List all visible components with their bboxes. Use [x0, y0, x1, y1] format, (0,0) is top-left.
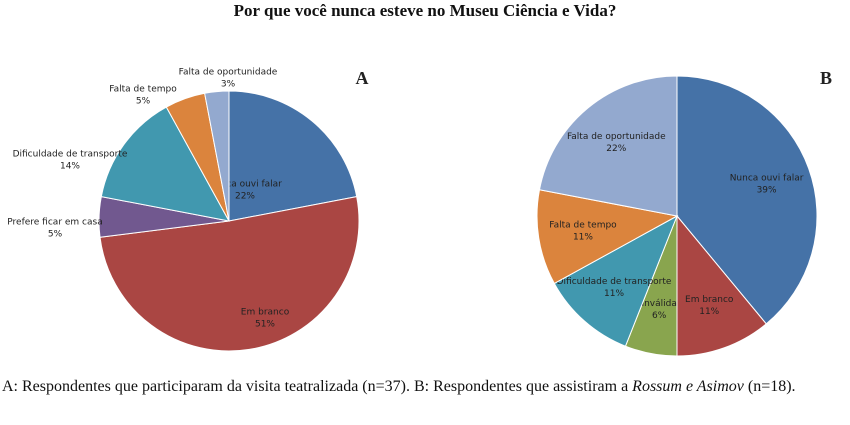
chart-title: Por que você nunca esteve no Museu Ciênc… — [234, 1, 617, 20]
slice-label: Dificuldade de transporte — [13, 150, 128, 160]
slice-value-label: 14% — [60, 162, 80, 172]
slice-label: Em branco — [241, 308, 290, 318]
slice-label: Nunca ouvi falar — [730, 173, 804, 183]
pie-slice — [204, 90, 230, 222]
caption-text: (n=18). — [743, 378, 796, 395]
slice-value-label: 11% — [604, 289, 624, 299]
caption-text: A: Respondentes que participaram da visi… — [2, 378, 633, 395]
pie-slice — [99, 196, 360, 352]
slice-value-label: 22% — [606, 144, 626, 154]
pie-slice — [536, 189, 679, 285]
slice-label: Falta de tempo — [549, 220, 617, 230]
slice-value-label: 39% — [757, 185, 777, 195]
charts: Por que você nunca esteve no Museu Ciênc… — [7, 1, 832, 357]
slice-value-label: 11% — [699, 307, 719, 317]
slice-value-label: 51% — [255, 320, 275, 330]
slice-label: Prefere ficar em casa — [7, 218, 102, 228]
caption: A: Respondentes que participaram da visi… — [2, 376, 848, 398]
slice-label: Nunca ouvi falar — [208, 180, 282, 190]
slice-label: Em branco — [685, 295, 734, 305]
pie-slice — [553, 214, 678, 347]
panel-label: B — [820, 68, 832, 88]
slice-value-label: 22% — [235, 192, 255, 202]
slice-value-label: 11% — [573, 232, 593, 242]
slice-label: Inválida — [641, 299, 676, 309]
slice-value-label: 6% — [652, 311, 667, 321]
pie-slice — [676, 75, 818, 325]
slice-value-label: 3% — [221, 80, 236, 90]
slice-label: Falta de oportunidade — [179, 68, 278, 78]
pie-slice — [676, 214, 767, 357]
caption-italic: Rossum e Asimov — [632, 378, 744, 395]
pie-slice — [100, 106, 230, 222]
pie-slice — [538, 75, 678, 217]
slice-label: Falta de oportunidade — [567, 132, 666, 142]
slice-label: Dificuldade de transporte — [557, 277, 672, 287]
slice-value-label: 5% — [48, 230, 63, 240]
slice-value-label: 5% — [136, 97, 151, 107]
slice-label: Falta de tempo — [109, 85, 177, 95]
panel-label: A — [356, 68, 369, 88]
pie-slice — [228, 90, 358, 222]
